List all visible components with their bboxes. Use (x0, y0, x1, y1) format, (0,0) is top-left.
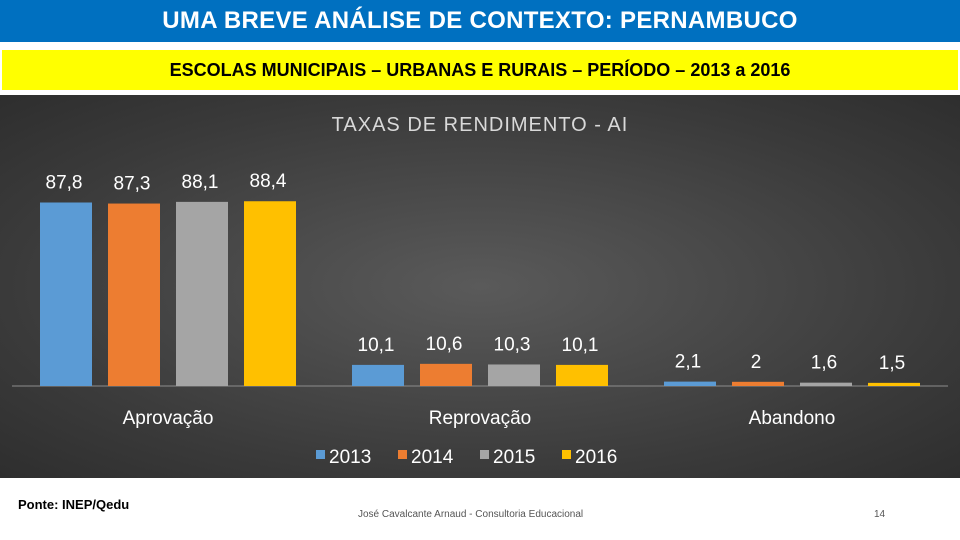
legend-label: 2015 (493, 447, 535, 468)
data-label: 10,3 (494, 334, 531, 355)
data-label: 1,6 (811, 353, 837, 374)
legend-swatch (398, 450, 407, 459)
data-label: 2 (751, 352, 762, 373)
page-number: 14 (874, 509, 886, 520)
title-bar: UMA BREVE ANÁLISE DE CONTEXTO: PERNAMBUC… (0, 0, 960, 42)
bar-2014-0 (108, 203, 160, 386)
bar-2015-0 (176, 201, 228, 386)
legend-label: 2013 (329, 447, 371, 468)
data-label: 1,5 (879, 353, 905, 374)
slide-subtitle: ESCOLAS MUNICIPAIS – URBANAS E RURAIS – … (169, 59, 791, 80)
data-label: 10,1 (562, 335, 599, 356)
source-note: Ponte: INEP/Qedu (18, 497, 130, 512)
bar-2015-1 (488, 364, 540, 386)
author-credit: José Cavalcante Arnaud - Consultoria Edu… (358, 509, 584, 520)
data-label: 88,4 (250, 171, 287, 192)
data-label: 2,1 (675, 352, 701, 373)
slide-title: UMA BREVE ANÁLISE DE CONTEXTO: PERNAMBUC… (162, 7, 798, 34)
category-label: Reprovação (429, 408, 531, 429)
subtitle-bar: ESCOLAS MUNICIPAIS – URBANAS E RURAIS – … (2, 50, 958, 90)
data-label: 10,6 (426, 334, 463, 355)
bar-2016-0 (244, 201, 296, 386)
legend-label: 2014 (411, 447, 454, 468)
bar-2015-2 (800, 382, 852, 386)
legend-label: 2016 (575, 447, 617, 468)
bar-2013-2 (664, 381, 716, 386)
bar-2013-1 (352, 364, 404, 386)
category-label: Abandono (749, 408, 836, 429)
bar-2014-2 (732, 381, 784, 386)
bar-2016-2 (868, 382, 920, 386)
data-label: 88,1 (182, 172, 219, 193)
data-label: 10,1 (358, 335, 395, 356)
bar-2013-0 (40, 202, 92, 386)
bar-chart: TAXAS DE RENDIMENTO - AI 87,8 87,3 88,1 88,4… (12, 114, 948, 468)
data-label: 87,8 (46, 172, 83, 193)
legend-swatch (316, 450, 325, 459)
legend-swatch (562, 450, 571, 459)
data-label: 87,3 (114, 174, 151, 195)
bar-2014-1 (420, 363, 472, 386)
legend-swatch (480, 450, 489, 459)
category-label: Aprovação (123, 408, 214, 429)
chart-panel: TAXAS DE RENDIMENTO - AI 87,8 87,3 88,1 88,4… (0, 95, 960, 478)
bar-2016-1 (556, 364, 608, 386)
chart-title: TAXAS DE RENDIMENTO - AI (332, 114, 629, 136)
